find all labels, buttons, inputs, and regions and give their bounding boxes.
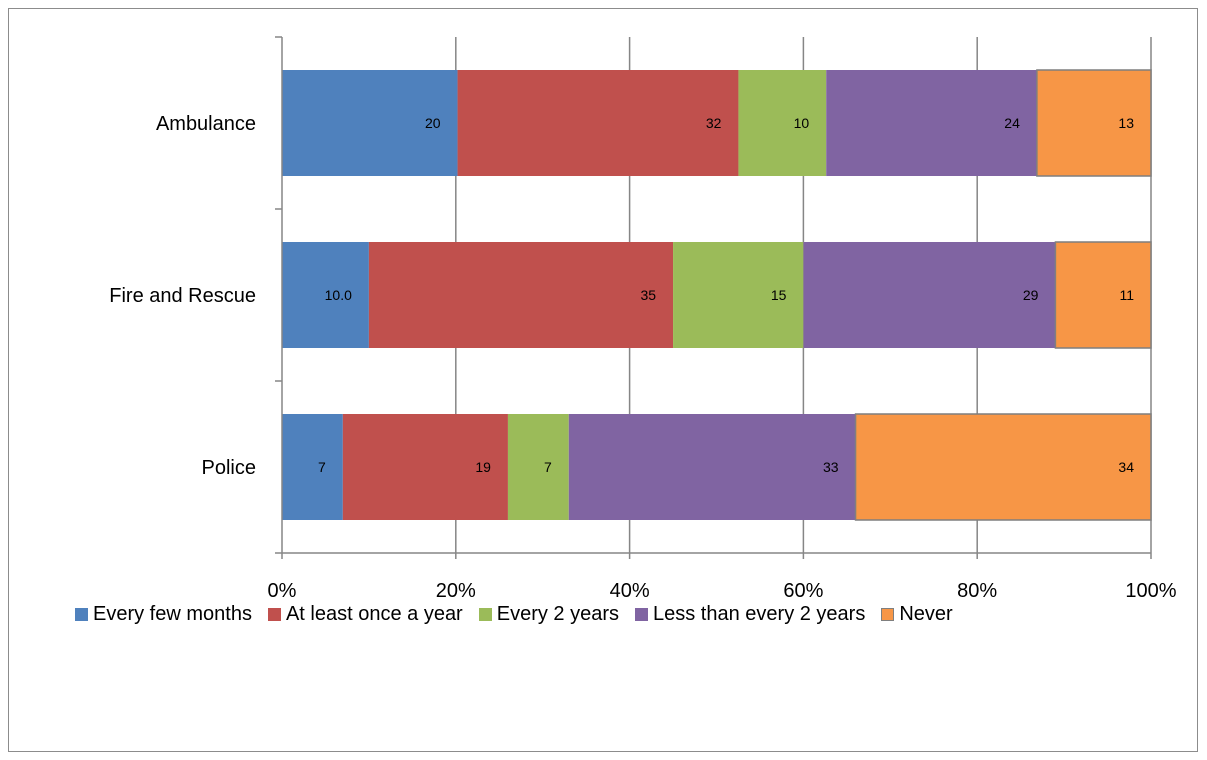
bar-segment (282, 70, 458, 176)
legend-label: Less than every 2 years (653, 602, 866, 625)
bar-segment (803, 242, 1056, 348)
data-label: 32 (706, 115, 722, 131)
bar-segment (1036, 69, 1152, 177)
legend: Every few months At least once a year Ever… (75, 600, 953, 628)
legend-swatch (478, 607, 492, 621)
data-label: 19 (475, 459, 491, 475)
legend-swatch (75, 607, 88, 621)
data-label: 13 (1118, 115, 1134, 131)
bar-segment (1054, 241, 1152, 349)
x-tick-label: 80% (957, 580, 997, 602)
bar-segment (342, 414, 508, 520)
bar-segment (507, 414, 569, 520)
data-label: 7 (544, 459, 552, 475)
data-label: 10.0 (325, 287, 352, 303)
bar-segment (673, 242, 804, 348)
bar-segment (854, 413, 1152, 521)
category-label: Fire and Rescue (109, 285, 256, 307)
data-label: 33 (823, 459, 839, 475)
legend-item: Never (881, 602, 953, 626)
legend-swatch (635, 607, 648, 621)
bar-segment (282, 414, 343, 520)
data-label: 34 (1118, 459, 1134, 475)
bar-segment (282, 242, 369, 348)
data-label: 15 (771, 287, 787, 303)
bar-segment (568, 414, 856, 520)
legend-label: At least once a year (285, 602, 463, 625)
legend-item: At least once a year (267, 602, 463, 626)
x-tick-label: 0% (268, 580, 297, 602)
data-label: 10 (794, 115, 810, 131)
bar-segment (457, 70, 739, 176)
data-label: 24 (1004, 115, 1020, 131)
data-label: 20 (425, 115, 441, 131)
data-label: 29 (1023, 287, 1039, 303)
legend-item: Every 2 years (478, 602, 619, 626)
axes (275, 36, 1152, 559)
legend-item: Every few months (75, 603, 252, 626)
labels: 0% 20% 40% 60% 80% 100% 20 32 10 24 13 Ambulance 10.… (109, 113, 1177, 602)
legend-swatch (267, 607, 281, 621)
legend-label: Every few months (93, 602, 252, 625)
x-tick-label: 40% (610, 580, 650, 602)
data-label: 7 (318, 459, 326, 475)
data-label: 35 (640, 287, 656, 303)
legend-item: Less than every 2 years (635, 603, 865, 626)
bar-segment (368, 242, 674, 348)
data-label: 11 (1119, 287, 1134, 303)
x-tick-label: 100% (1125, 580, 1176, 602)
bar-segment (738, 70, 827, 176)
bars (282, 69, 1152, 521)
legend-label: Every 2 years (496, 602, 619, 625)
category-label: Police (202, 457, 256, 479)
x-tick-label: 20% (436, 580, 476, 602)
legend-swatch (881, 607, 895, 621)
x-tick-label: 60% (783, 580, 823, 602)
category-label: Ambulance (156, 113, 256, 135)
legend-label: Never (899, 602, 953, 625)
bar-segment (826, 70, 1037, 176)
